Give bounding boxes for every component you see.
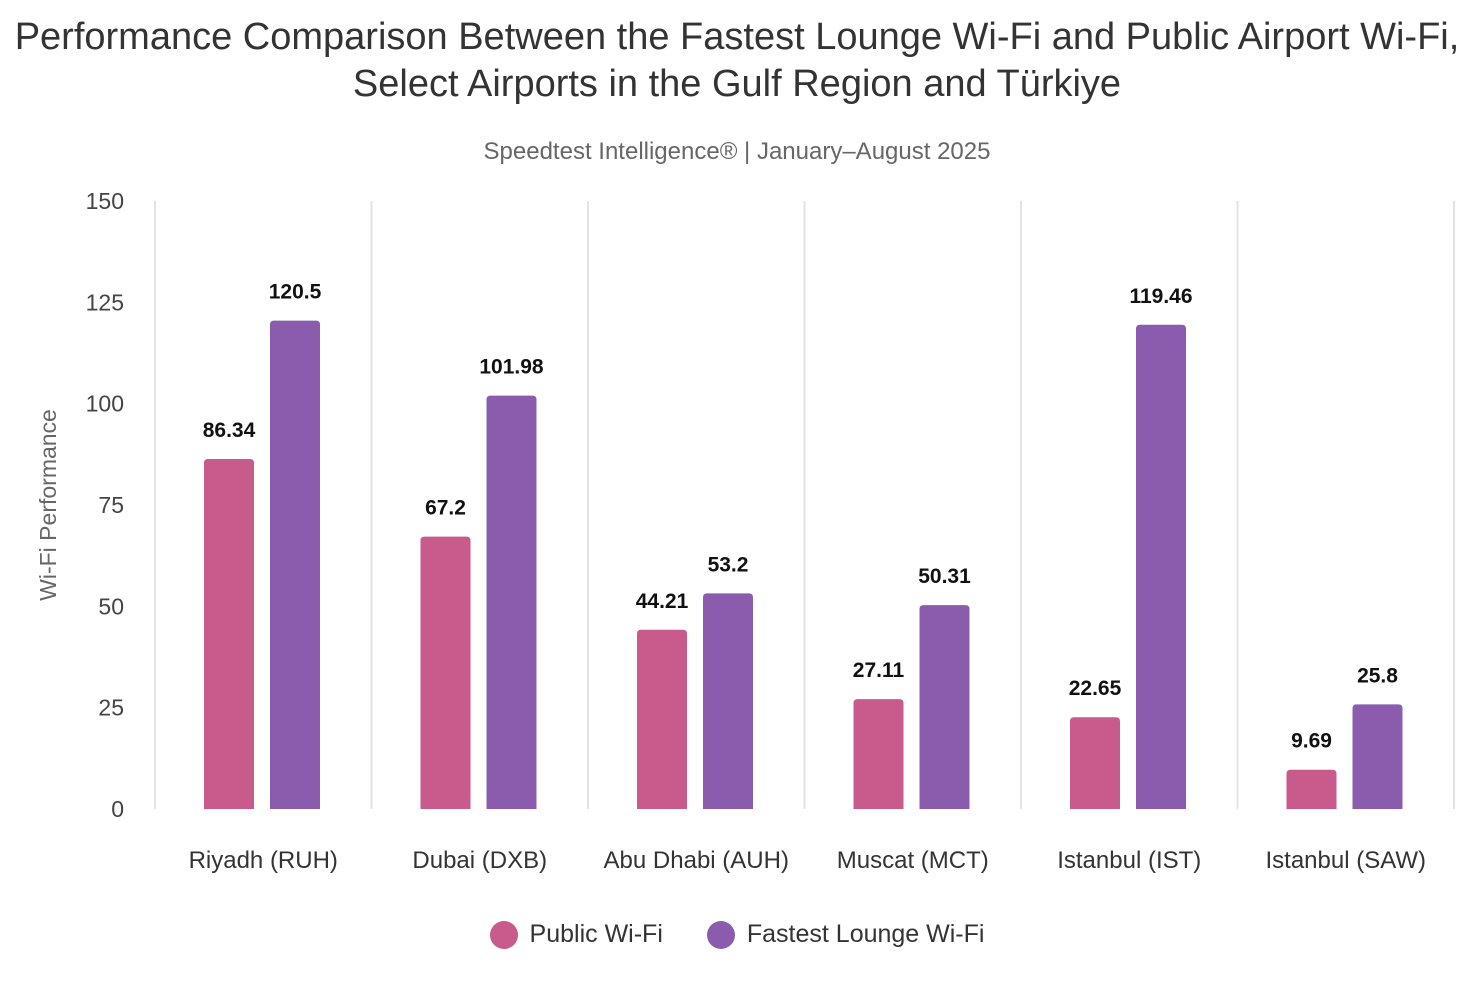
bar xyxy=(486,395,537,809)
data-label: 50.31 xyxy=(918,565,971,588)
bar xyxy=(637,629,687,809)
bar xyxy=(919,605,970,809)
data-label: 120.5 xyxy=(269,281,322,304)
legend-label: Public Wi-Fi xyxy=(529,920,663,948)
legend-item[interactable]: Fastest Lounge Wi-Fi xyxy=(706,920,985,949)
x-tick-label: Istanbul (SAW) xyxy=(1266,847,1427,874)
data-label: 119.46 xyxy=(1129,285,1192,308)
y-tick-label: 100 xyxy=(86,391,124,417)
bar xyxy=(1136,324,1186,809)
y-tick-label: 25 xyxy=(98,695,124,721)
chart-title: Performance Comparison Between the Faste… xyxy=(14,16,1460,105)
data-label: 86.34 xyxy=(203,419,256,442)
data-label: 53.2 xyxy=(708,553,749,576)
data-label: 101.98 xyxy=(479,356,544,379)
data-label: 9.69 xyxy=(1291,730,1332,753)
y-tick-label: 0 xyxy=(111,796,124,822)
y-tick-label: 75 xyxy=(98,492,124,518)
bar xyxy=(204,459,254,809)
bar xyxy=(853,699,904,809)
legend: Public Wi-Fi Fastest Lounge Wi-Fi xyxy=(0,920,1474,949)
data-label: 44.21 xyxy=(636,590,689,613)
legend-label: Fastest Lounge Wi-Fi xyxy=(746,920,985,948)
y-tick-label: 125 xyxy=(86,289,124,315)
legend-marker-icon xyxy=(489,920,518,949)
bar xyxy=(1352,704,1403,809)
bar xyxy=(420,536,471,809)
bar xyxy=(270,320,320,809)
bar xyxy=(1070,717,1120,809)
y-axis-label: Wi-Fi Performance xyxy=(35,409,61,601)
x-tick-label: Istanbul (IST) xyxy=(1057,847,1201,874)
data-label: 67.2 xyxy=(425,497,466,520)
x-tick-label: Riyadh (RUH) xyxy=(189,847,338,874)
data-label: 25.8 xyxy=(1357,664,1398,687)
y-tick-label: 50 xyxy=(98,593,124,619)
legend-item[interactable]: Public Wi-Fi xyxy=(489,920,663,949)
y-tick-label: 150 xyxy=(86,188,124,214)
x-tick-label: Muscat (MCT) xyxy=(837,847,989,874)
bar xyxy=(703,593,753,809)
x-tick-label: Abu Dhabi (AUH) xyxy=(604,847,789,874)
legend-marker-icon xyxy=(706,920,735,949)
chart-subtitle: Speedtest Intelligence® | January–August… xyxy=(483,138,991,165)
data-label: 27.11 xyxy=(853,659,905,682)
bar xyxy=(1286,769,1337,809)
data-label: 22.65 xyxy=(1069,677,1122,700)
x-tick-label: Dubai (DXB) xyxy=(412,847,547,874)
